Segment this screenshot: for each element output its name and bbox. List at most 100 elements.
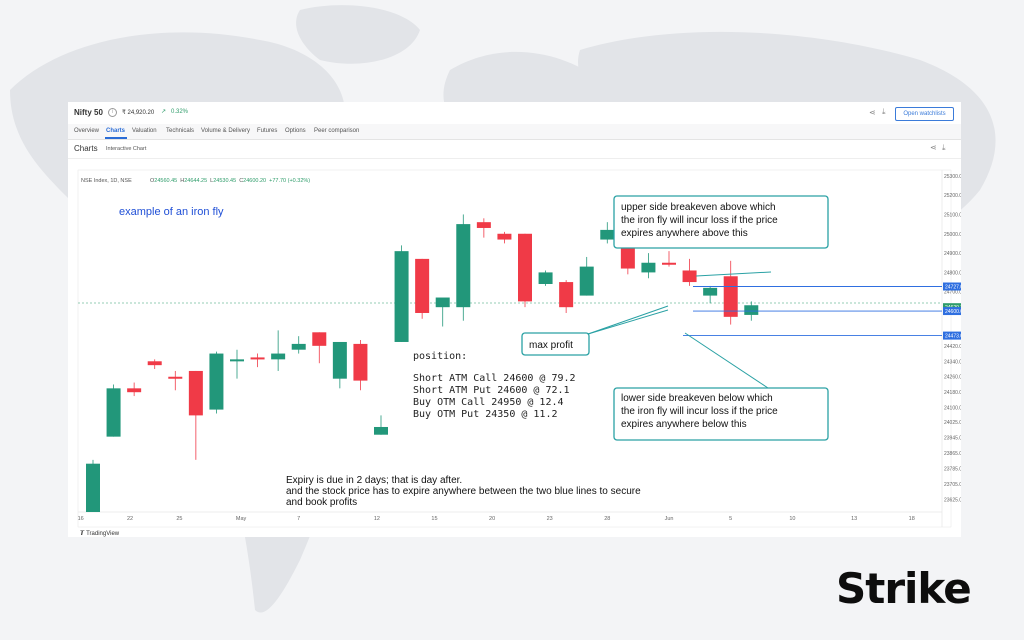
candle	[703, 285, 718, 304]
candlestick-chart[interactable]: 25300.00 25200.00 25100.00 25000.00 24900.00…	[68, 102, 961, 537]
ohlc-o: 24560.45	[154, 178, 177, 184]
upper-line-2: the iron fly will incur loss if the pric…	[621, 215, 778, 226]
max-profit-label: max profit	[529, 340, 573, 351]
tab-charts[interactable]: Charts	[106, 128, 126, 134]
candle	[559, 280, 574, 313]
tab-futures[interactable]: Futures	[257, 128, 278, 134]
ohlc-change: +77.70 (+0.32%)	[269, 178, 310, 184]
candle	[476, 218, 491, 238]
x-tick-label: 28	[604, 516, 610, 522]
candle-body	[374, 426, 388, 435]
y-tick-label: 24260.00	[944, 375, 961, 381]
share-icon[interactable]: ⋖	[869, 108, 876, 117]
trend-up-icon: ↗	[161, 109, 167, 115]
y-tick-label: 23625.00	[944, 497, 961, 503]
candle-body	[497, 233, 512, 240]
y-tick-label: 25200.00	[944, 193, 961, 199]
active-tab-indicator	[105, 137, 127, 139]
candle	[209, 351, 224, 414]
candle-body	[600, 229, 615, 240]
y-tick-label: 25000.00	[944, 232, 961, 238]
x-tick-label: 13	[851, 516, 857, 522]
x-tick-label: 10	[789, 516, 795, 522]
lower-breakeven-box	[613, 387, 829, 441]
open-watchlists-button[interactable]: Open watchlists	[895, 107, 954, 121]
candle-body	[332, 341, 347, 379]
tab-bar: Overview Charts Valuation Technicals Vol…	[68, 124, 961, 140]
download-icon[interactable]: ⤓	[942, 143, 946, 152]
lower-line-2: the iron fly will incur loss if the pric…	[621, 406, 778, 417]
stock-name: Nifty 50	[74, 108, 103, 117]
lower-breakeven-text: lower side breakeven below which the iro…	[621, 393, 781, 430]
tab-overview[interactable]: Overview	[74, 128, 100, 134]
expiry-text: Expiry is due in 2 days; that is day aft…	[286, 475, 643, 508]
x-axis-ticks: 16 22 25 May 7 12 15 20 23 28 Jun 5 10 13 18	[78, 516, 915, 522]
candle-body	[435, 297, 450, 308]
max-profit-box	[521, 332, 590, 356]
info-icon[interactable]: i	[108, 108, 117, 117]
x-tick-label: 20	[489, 516, 495, 522]
candle	[600, 222, 615, 244]
y-tick-label: 24340.00	[944, 359, 961, 365]
price-change: 0.32%	[171, 109, 189, 115]
candle-body	[271, 353, 286, 360]
download-icon[interactable]: ⤓	[882, 107, 886, 116]
candle	[332, 341, 347, 389]
y-tick-label: 24420.00	[944, 344, 961, 350]
tab-options[interactable]: Options	[285, 128, 306, 134]
candle-body	[559, 282, 574, 308]
candle	[456, 214, 471, 321]
chart-legend: NSE Index, 1D, NSE	[81, 178, 132, 184]
y-tick-label: 23785.00	[944, 467, 961, 473]
price-line-tag	[943, 307, 961, 316]
candle	[415, 258, 430, 319]
candle-body	[291, 343, 306, 350]
share-icon[interactable]: ⋖	[930, 143, 937, 152]
candle	[250, 353, 265, 368]
candle-body	[312, 332, 327, 346]
x-tick-label: 12	[374, 516, 380, 522]
candle	[353, 340, 368, 391]
candle	[538, 270, 553, 286]
x-tick-label: May	[236, 516, 247, 522]
y-tick-label: 24800.00	[944, 270, 961, 276]
x-tick-label: 7	[297, 516, 300, 522]
y-tick-label: 25300.00	[944, 174, 961, 180]
tab-valuation[interactable]: Valuation	[132, 128, 157, 134]
candle-body	[662, 262, 676, 265]
upper-callout-connector	[695, 271, 772, 277]
candle-body	[518, 233, 532, 302]
candle-body	[209, 353, 224, 410]
y-tick-label: 24025.00	[944, 420, 961, 426]
x-tick-label: 25	[176, 516, 182, 522]
candle	[662, 251, 676, 267]
price-line-tag	[943, 331, 961, 340]
y-axis-ticks: 25300.00 25200.00 25100.00 25000.00 24900.00…	[944, 174, 961, 504]
charts-subheader: Charts Interactive Chart ⋖ ⤓	[68, 140, 961, 159]
candle-body	[456, 224, 471, 308]
x-tick-label: 18	[909, 516, 915, 522]
tradingview-logo-mark: 𝙏	[80, 531, 85, 537]
y-tick-label: 25100.00	[944, 212, 961, 218]
candle	[394, 245, 409, 342]
position-line-2: Short ATM Put 24600 @ 72.1	[413, 385, 570, 396]
upper-breakeven-text: upper side breakeven above which the iro…	[621, 202, 781, 239]
tab-peer-comparison[interactable]: Peer comparison	[314, 128, 360, 134]
tradingview-watermark: 𝙏 TradingView	[80, 531, 120, 537]
lower-callout-connector	[684, 332, 769, 389]
tab-volume-delivery[interactable]: Volume & Delivery	[201, 128, 251, 134]
tab-technicals[interactable]: Technicals	[166, 128, 195, 134]
candle	[106, 384, 121, 437]
y-tick-label: 23865.00	[944, 451, 961, 457]
position-line-0: position:	[413, 351, 467, 362]
chart-panel: Nifty 50 i ₹ 24,920.20 ↗ 0.32% ⋖ ⤓ Open …	[68, 102, 961, 537]
maxprofit-connector-a	[587, 309, 669, 335]
lower-line-1: lower side breakeven below which	[621, 393, 773, 404]
candle-body	[106, 388, 121, 437]
y-tick-label: 23705.00	[944, 482, 961, 488]
ohlc-o-label: O	[150, 178, 155, 184]
charts-title: Charts	[74, 144, 98, 153]
x-tick-label: 22	[127, 516, 133, 522]
ohlc-readout: O24560.45 H24644.25 L24530.45 C24600.20 +77.…	[150, 178, 310, 184]
upper-line-1: upper side breakeven above which	[621, 202, 776, 213]
